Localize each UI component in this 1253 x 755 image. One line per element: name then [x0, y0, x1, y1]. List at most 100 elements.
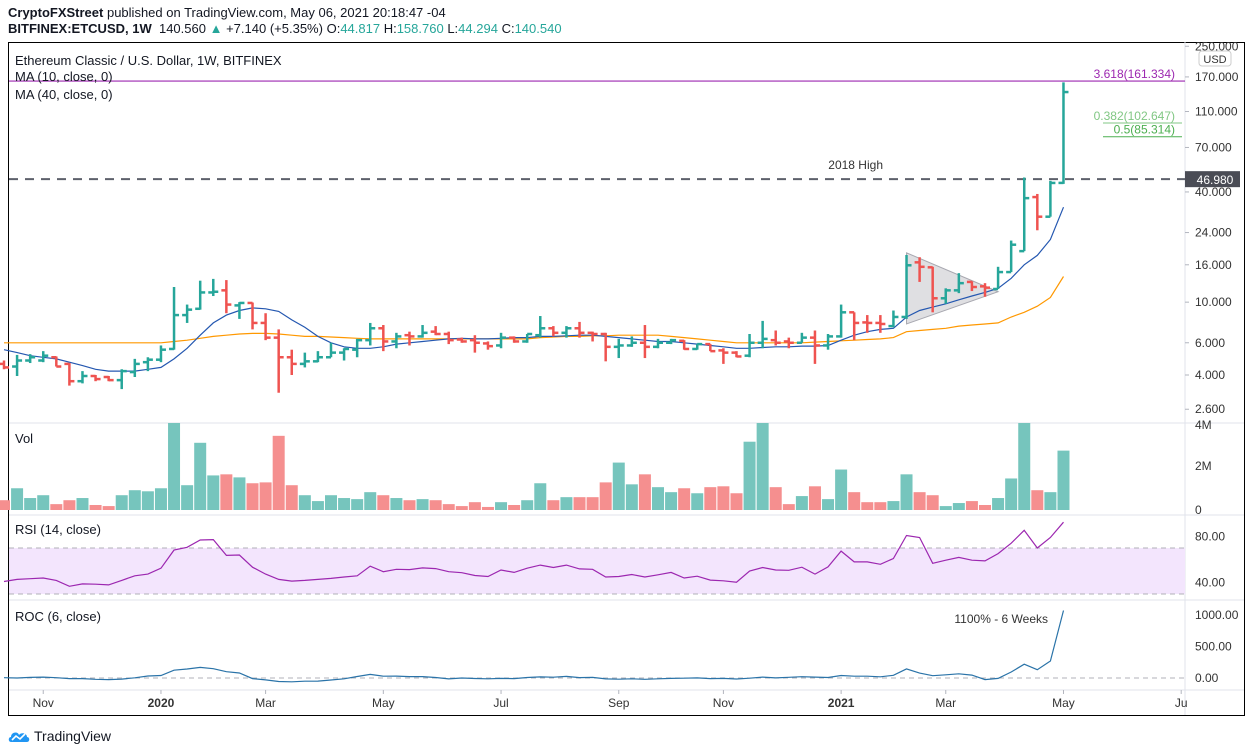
volume-bar — [442, 504, 455, 510]
volume-bar — [900, 474, 913, 510]
time-tick-label: May — [1052, 696, 1075, 710]
brand-name: TradingView — [34, 728, 112, 744]
ohlc-bar — [286, 349, 297, 375]
volume-bar — [154, 488, 167, 510]
volume-bar — [1018, 423, 1031, 510]
roc-annotation: 1100% - 6 Weeks — [954, 612, 1048, 626]
volume-tick-label: 2M — [1195, 459, 1212, 473]
ohlc-bar — [966, 280, 977, 292]
close-value: 140.540 — [514, 21, 562, 36]
ohlc-bar — [326, 342, 336, 359]
ohlc-bar — [443, 331, 454, 345]
volume-bar — [11, 488, 24, 510]
ohlc-bar — [195, 280, 206, 311]
volume-bar — [351, 499, 364, 510]
time-tick-label: 2021 — [828, 696, 855, 710]
ohlc-bar — [548, 326, 559, 337]
volume-bar — [782, 504, 795, 510]
volume-bar — [665, 492, 678, 510]
volume-bar — [141, 491, 154, 510]
volume-bar — [547, 500, 560, 510]
time-tick-label: Jul — [493, 696, 508, 710]
ohlc-bar — [404, 331, 415, 346]
rsi-band — [9, 548, 1185, 594]
ohlc-bar — [155, 345, 166, 363]
rsi-tick-label: 40.00 — [1195, 576, 1225, 590]
author[interactable]: CryptoFXStreet — [8, 5, 104, 20]
volume-bar — [390, 498, 403, 510]
volume-bar — [115, 495, 128, 510]
ohlc-bar — [352, 338, 363, 358]
ohlc-bar — [796, 332, 807, 345]
ohlc-bar — [613, 338, 624, 359]
ohlc-bar — [509, 336, 520, 343]
ohlc-bar — [90, 374, 101, 382]
roc-title: ROC (6, close) — [15, 609, 101, 624]
time-tick-label: Sep — [608, 696, 630, 710]
tradingview-logo[interactable]: TradingView — [8, 728, 111, 744]
ohlc-bar — [0, 360, 9, 370]
ohlc-bar — [692, 342, 703, 351]
volume-bar — [822, 499, 835, 510]
ohlc-bar — [169, 287, 180, 351]
volume-bar — [717, 486, 730, 510]
price-tick-label: 24.000 — [1195, 226, 1232, 240]
rsi-tick-label: 80.00 — [1195, 530, 1225, 544]
volume-bar — [1005, 478, 1018, 510]
volume-bar — [364, 492, 377, 510]
open-label: O: — [326, 21, 341, 36]
ohlc-bar — [12, 354, 23, 376]
volume-bar — [795, 496, 808, 510]
volume-bar — [979, 504, 991, 510]
volume-bar — [311, 501, 324, 510]
ma10-legend: MA (10, close, 0) — [15, 69, 113, 84]
high-label: H: — [383, 21, 397, 36]
ohlc-bar — [705, 342, 716, 353]
roc-line — [3, 610, 1065, 683]
ohlc-bar — [182, 304, 193, 323]
volume-bar — [691, 493, 704, 510]
ohlc-bar — [365, 322, 376, 346]
ohlc-bar — [208, 278, 219, 297]
ohlc-bar — [64, 362, 75, 386]
volume-bar — [769, 487, 782, 510]
ohlc-bar — [299, 352, 310, 368]
price-tick-label: 170.000 — [1195, 70, 1239, 84]
volume-bar — [848, 492, 861, 510]
volume-bar — [298, 495, 311, 510]
chart-title: Ethereum Classic / U.S. Dollar, 1W, BITF… — [15, 53, 282, 68]
ohlc-bar — [980, 283, 990, 297]
volume-bar — [573, 497, 586, 510]
publish-info: CryptoFXStreet published on TradingView.… — [8, 5, 446, 20]
volume-bar — [468, 502, 481, 510]
ohlc-bar — [339, 347, 350, 361]
ohlc-bar — [469, 335, 480, 353]
ohlc-bar — [51, 356, 62, 368]
volume-bar — [508, 504, 521, 510]
symbol: BITFINEX:ETCUSD, 1W — [8, 21, 152, 36]
quote-line: BITFINEX:ETCUSD, 1W 140.560 ▲ +7.140 (+5… — [8, 21, 562, 36]
price-tick-label: 70.000 — [1195, 140, 1232, 154]
volume-bar — [1031, 490, 1044, 510]
ohlc-bar — [823, 333, 834, 350]
price-badge — [1185, 171, 1240, 188]
volume-bar — [652, 487, 664, 510]
volume-bar — [730, 493, 743, 510]
publish-text: published on TradingView.com, May 06, 20… — [103, 5, 446, 20]
ohlc-bar — [574, 321, 585, 338]
ohlc-bar — [679, 339, 690, 351]
ohlc-bar — [770, 330, 781, 346]
volume-bar — [678, 488, 691, 510]
volume-bar — [861, 502, 874, 510]
volume-bar — [416, 499, 429, 510]
volume-bar — [272, 435, 285, 510]
tradingview-cloud-icon — [8, 732, 30, 742]
low-value: 44.294 — [458, 21, 498, 36]
volume-bar — [285, 485, 298, 510]
volume-bar — [835, 469, 848, 510]
ohlc-bar — [993, 266, 1004, 291]
ohlc-bar — [862, 315, 873, 333]
ohlc-bar — [757, 320, 768, 349]
volume-bar — [207, 475, 220, 510]
